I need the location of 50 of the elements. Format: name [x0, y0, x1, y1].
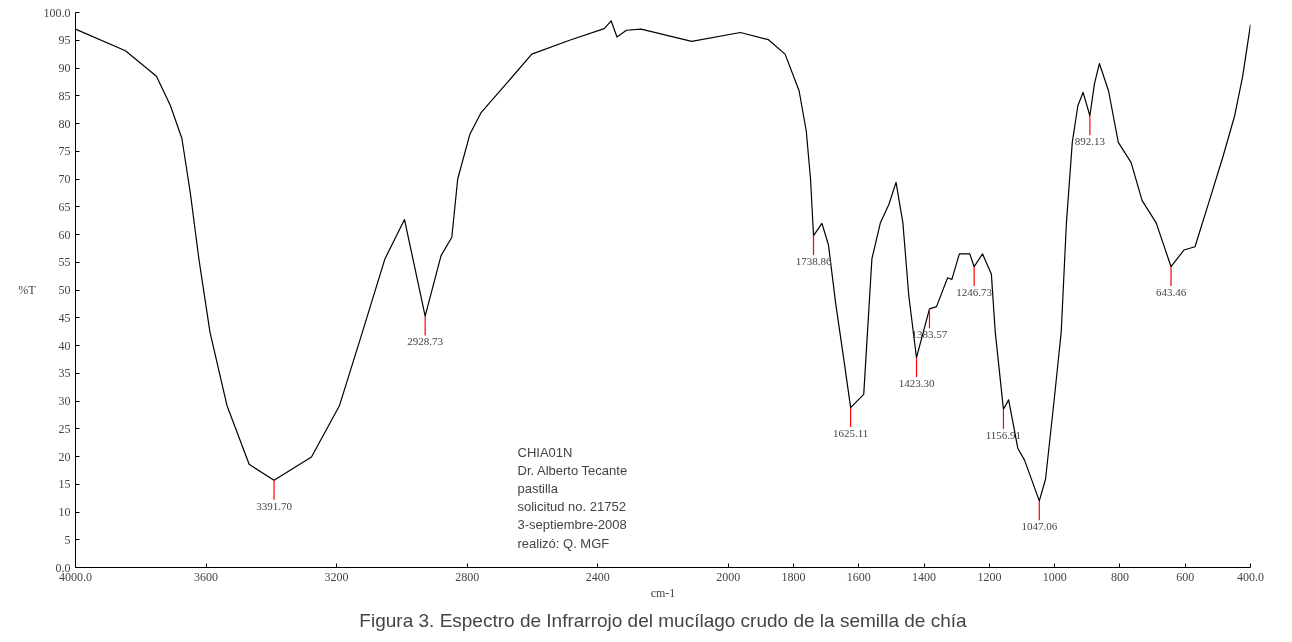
annotation: 643.46: [1155, 285, 1187, 298]
x-axis-title: cm-1: [650, 585, 676, 600]
annotation: solicitud no. 21752: [517, 499, 626, 515]
x-tick-label: 1400: [912, 569, 937, 584]
annotation: 1246.73: [956, 285, 993, 298]
annotation: 892.13: [1074, 134, 1106, 147]
y-tick-label: 100.0: [43, 5, 71, 20]
y-tick-label: 95: [58, 33, 71, 48]
y-tick-label: 10: [58, 505, 71, 519]
y-tick-label: 85: [58, 88, 71, 103]
y-tick-label: 45: [58, 310, 71, 325]
x-tick-label: 3200: [324, 569, 349, 584]
x-tick-label: 2400: [585, 569, 610, 584]
annotation: 2928.73: [407, 335, 444, 348]
y-tick-label: 50: [58, 283, 71, 297]
y-tick-label: 30: [58, 394, 71, 408]
y-tick-label: 40: [58, 338, 71, 353]
y-axis-title: %T: [18, 283, 37, 297]
y-tick-label: 20: [58, 449, 71, 464]
y-tick-label: 75: [58, 144, 71, 159]
x-tick-label: 3600: [194, 569, 219, 584]
y-tick-label: 80: [58, 116, 71, 131]
annotation: 1625.11: [832, 426, 869, 439]
annotation: 1423.30: [898, 376, 935, 389]
annotation: pastilla: [517, 480, 559, 496]
x-tick-label: 2800: [455, 569, 480, 584]
annotation: 3391.70: [256, 499, 293, 512]
y-tick-label: 90: [58, 61, 71, 75]
annotation: Dr. Alberto Tecante: [517, 462, 628, 478]
x-tick-label: 2000: [716, 569, 741, 584]
x-tick-label: 1600: [846, 569, 871, 584]
y-tick-label: 55: [58, 255, 71, 270]
y-tick-label: 65: [58, 199, 71, 214]
annotation: CHIA01N: [517, 444, 573, 460]
y-tick-label: 60: [58, 227, 71, 242]
annotation: realizó: Q. MGF: [517, 535, 610, 551]
text: Figura 3. Espectro de Infrarrojo del mucílago crudo de la semilla de chía: [359, 609, 968, 631]
x-tick-label: 1800: [781, 569, 806, 584]
y-tick-label: 15: [58, 477, 71, 492]
y-tick-label: 5: [64, 532, 71, 547]
annotation: 1047.06: [1021, 520, 1058, 533]
x-tick-label: 400.0: [1237, 569, 1264, 584]
x-tick-label: 800: [1110, 569, 1129, 584]
y-tick-label: 25: [58, 421, 71, 436]
x-tick-label: 600: [1176, 569, 1195, 584]
y-tick-label: 70: [58, 172, 71, 186]
annotation: 3-septiembre-2008: [517, 517, 627, 533]
y-tick-label: 35: [58, 366, 71, 381]
x-tick-label: 1200: [977, 569, 1002, 584]
x-tick-label: 1000: [1042, 569, 1067, 584]
